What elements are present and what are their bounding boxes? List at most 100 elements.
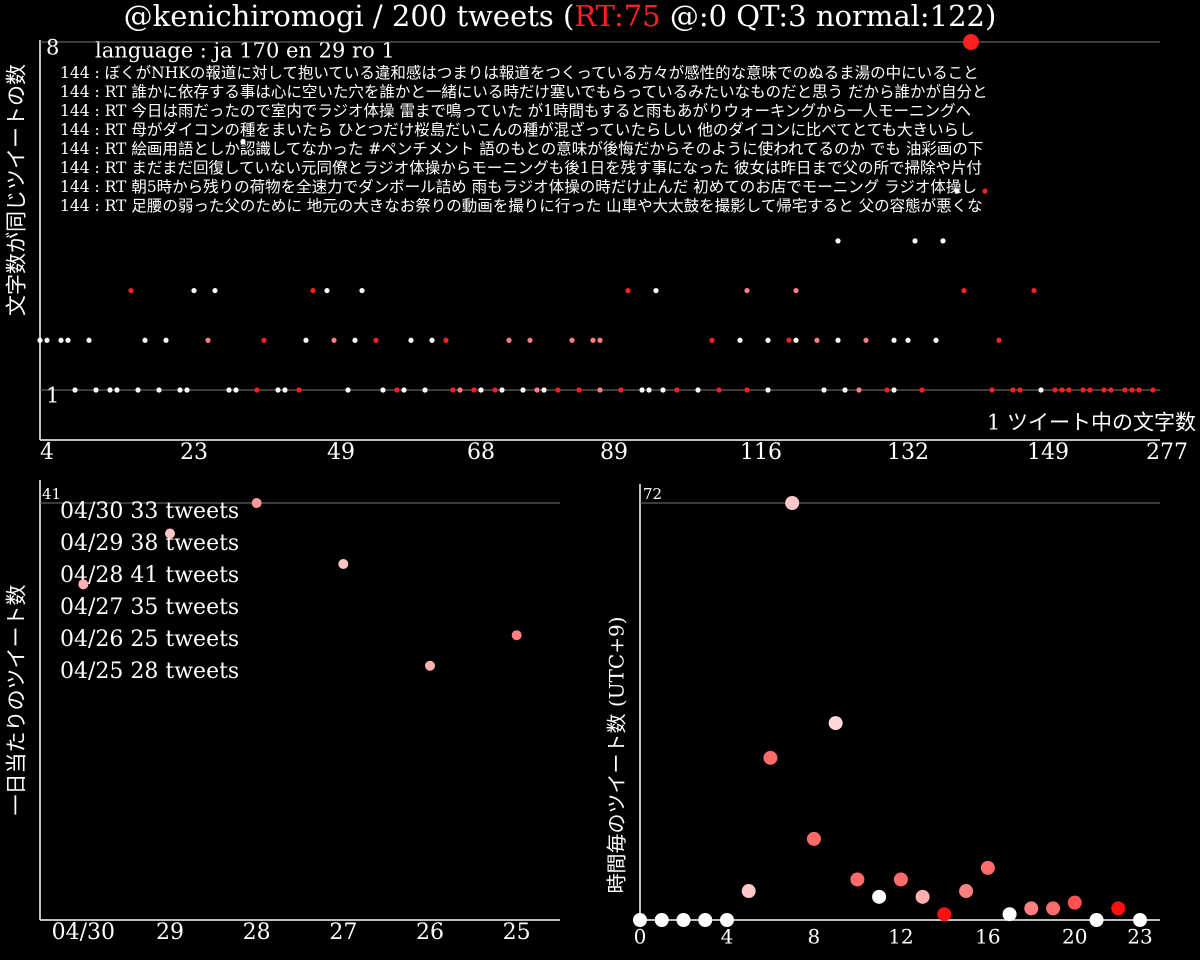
data-point (1129, 387, 1135, 393)
annotation: 04/28 41 tweets (60, 563, 239, 588)
data-point (737, 337, 743, 343)
title-part: @kenichiromogi / 200 tweets ( (124, 0, 575, 33)
x-tick-label: 277 (1146, 440, 1188, 465)
x-tick-label: 23 (180, 440, 208, 465)
data-point (1111, 901, 1126, 916)
data-point (527, 337, 533, 343)
data-point (93, 387, 99, 393)
data-point (1059, 387, 1065, 393)
data-point (940, 238, 946, 244)
x-tick-label: 12 (888, 925, 913, 949)
chart-title: @kenichiromogi / 200 tweets (RT:75 @:0 Q… (124, 0, 997, 33)
data-point (401, 387, 407, 393)
data-point (576, 387, 582, 393)
annotation: 04/26 25 tweets (60, 627, 239, 652)
data-point (850, 872, 865, 887)
data-point (1101, 387, 1107, 393)
data-point (763, 750, 778, 765)
data-point (912, 238, 918, 244)
data-point (450, 387, 456, 393)
data-point (980, 860, 995, 875)
data-point (982, 188, 988, 194)
title-part: @:0 QT:3 normal:122) (661, 0, 997, 33)
annotation: 04/30 33 tweets (60, 499, 239, 524)
x-tick-label: 149 (1027, 440, 1069, 465)
data-point (303, 337, 309, 343)
data-point (511, 630, 522, 641)
data-point (443, 337, 449, 343)
data-point (891, 337, 897, 343)
data-point (905, 337, 911, 343)
data-point (654, 913, 669, 927)
x-tick-label: 04/30 (52, 920, 115, 945)
data-point (821, 387, 827, 393)
data-point (380, 387, 386, 393)
data-point (254, 387, 260, 393)
data-point (814, 337, 820, 343)
annotation: 144 : RT 母がダイコンの種をまいたら ひとつだけ桜島だいこんの種が混ざっ… (60, 120, 974, 139)
data-point (676, 913, 691, 927)
x-tick-label: 25 (503, 920, 531, 945)
data-point (429, 337, 435, 343)
data-point (709, 337, 715, 343)
data-point (1010, 387, 1016, 393)
data-point (296, 387, 302, 393)
x-tick-label: 26 (416, 920, 444, 945)
data-point (919, 387, 925, 393)
data-point (633, 913, 647, 927)
x-tick-label: 68 (467, 440, 495, 465)
data-point (345, 387, 351, 393)
data-point (534, 387, 540, 393)
data-point (165, 528, 175, 539)
data-point (184, 387, 190, 393)
data-point (1024, 901, 1039, 916)
x-tick-label: 116 (740, 440, 782, 465)
data-point (1136, 387, 1142, 393)
data-point (961, 287, 967, 294)
data-point (835, 337, 841, 343)
data-point (107, 387, 113, 393)
data-point (261, 337, 267, 343)
data-point (765, 387, 771, 393)
data-point (828, 716, 843, 731)
data-point (891, 387, 897, 393)
data-point (128, 287, 134, 294)
data-point (541, 387, 547, 393)
data-point (590, 337, 596, 343)
x-tick-label: 23 (1127, 925, 1152, 949)
data-point (506, 337, 512, 343)
data-point (226, 387, 232, 393)
data-point (425, 660, 435, 671)
data-point (359, 287, 365, 294)
data-point (653, 287, 659, 294)
annotation: 144 : ぼくがNHKの報道に対して抱いている違和感はつまりは報道をつくってい… (60, 63, 979, 82)
data-point (933, 337, 939, 343)
data-point (741, 884, 756, 899)
data-point (716, 387, 722, 393)
data-point (1067, 895, 1082, 910)
data-point (1080, 387, 1086, 393)
data-point (1002, 907, 1017, 922)
data-point (408, 337, 414, 343)
data-point (499, 387, 505, 393)
y-axis-label: 文字数が同じツイートの数 (5, 64, 29, 316)
annotation: 04/27 35 tweets (60, 595, 239, 620)
data-point (555, 387, 561, 393)
data-point (394, 387, 400, 393)
data-point (275, 387, 281, 393)
x-tick-label: 0 (634, 925, 647, 949)
data-point (44, 337, 50, 343)
data-point (674, 387, 680, 393)
data-point (597, 337, 603, 343)
data-point (86, 337, 92, 343)
data-point (1087, 387, 1093, 393)
data-point (1017, 387, 1023, 393)
data-point (114, 387, 120, 393)
data-point (1122, 387, 1128, 393)
annotation: 04/25 28 tweets (60, 659, 239, 684)
data-point (1108, 387, 1114, 393)
data-point (212, 287, 218, 294)
data-point (251, 498, 262, 508)
data-point (744, 387, 750, 393)
